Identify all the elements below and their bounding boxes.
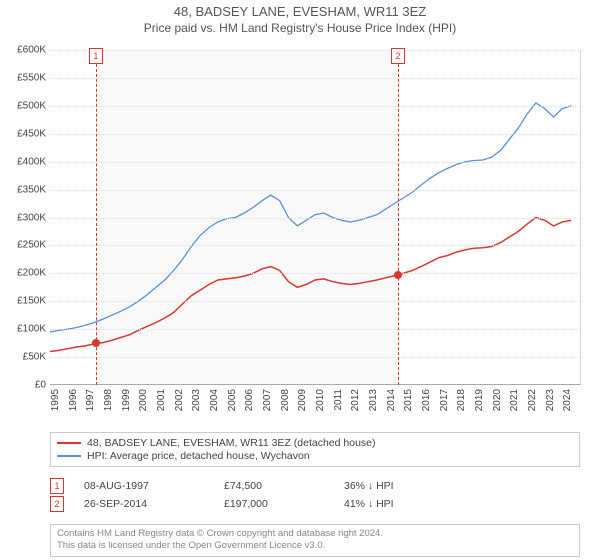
- x-tick-label: 2017: [439, 389, 450, 411]
- transaction-row: 2 26-SEP-2014 £197,000 41% ↓ HPI: [50, 496, 580, 512]
- x-tick-label: 2007: [262, 389, 273, 411]
- transaction-price: £197,000: [224, 498, 324, 510]
- x-tick-label: 2009: [297, 389, 308, 411]
- x-tick-label: 2005: [227, 389, 238, 411]
- x-tick-label: 1998: [103, 389, 114, 411]
- y-tick-label: £300K: [17, 212, 46, 223]
- chart-subtitle: Price paid vs. HM Land Registry's House …: [0, 21, 600, 35]
- copyright-note: Contains HM Land Registry data © Crown c…: [50, 524, 580, 557]
- transaction-price: £74,500: [224, 480, 324, 492]
- transaction-delta: 36% ↓ HPI: [344, 480, 394, 492]
- legend-item: 48, BADSEY LANE, EVESHAM, WR11 3EZ (deta…: [57, 437, 573, 449]
- marker-dot: [394, 271, 402, 279]
- x-tick-label: 2010: [315, 389, 326, 411]
- gridline: [50, 357, 580, 358]
- x-tick-label: 2019: [474, 389, 485, 411]
- transaction-delta: 41% ↓ HPI: [344, 498, 394, 510]
- transaction-marker: 2: [50, 496, 64, 512]
- legend-label: 48, BADSEY LANE, EVESHAM, WR11 3EZ (deta…: [87, 437, 376, 449]
- chart-title: 48, BADSEY LANE, EVESHAM, WR11 3EZ: [0, 4, 600, 19]
- y-tick-label: £0: [35, 380, 46, 391]
- gridline: [50, 162, 580, 163]
- plot-area: 12: [50, 50, 581, 385]
- legend-swatch: [57, 455, 81, 457]
- marker-dashed-line: [96, 64, 97, 385]
- x-tick-label: 1995: [50, 389, 61, 411]
- x-tick-label: 2013: [368, 389, 379, 411]
- x-tick-label: 2020: [492, 389, 503, 411]
- price-line: [50, 218, 571, 352]
- x-tick-label: 2002: [174, 389, 185, 411]
- y-tick-label: £250K: [17, 240, 46, 251]
- copyright-line: Contains HM Land Registry data © Crown c…: [57, 528, 573, 540]
- legend-label: HPI: Average price, detached house, Wych…: [87, 450, 310, 462]
- x-tick-label: 2003: [191, 389, 202, 411]
- x-tick-label: 2021: [509, 389, 520, 411]
- x-tick-label: 2000: [138, 389, 149, 411]
- gridline: [50, 134, 580, 135]
- x-tick-label: 1999: [121, 389, 132, 411]
- gridline: [50, 329, 580, 330]
- x-tick-label: 2022: [527, 389, 538, 411]
- y-tick-label: £200K: [17, 268, 46, 279]
- legend-swatch: [57, 442, 81, 444]
- x-tick-label: 2008: [280, 389, 291, 411]
- y-tick-label: £550K: [17, 72, 46, 83]
- x-tick-label: 2004: [209, 389, 220, 411]
- marker-dashed-line: [398, 64, 399, 385]
- x-tick-label: 2001: [156, 389, 167, 411]
- y-tick-label: £400K: [17, 156, 46, 167]
- y-tick-label: £100K: [17, 324, 46, 335]
- y-tick-label: £500K: [17, 100, 46, 111]
- marker-label-box: 1: [89, 48, 103, 64]
- y-tick-label: £450K: [17, 128, 46, 139]
- marker-label-box: 2: [391, 48, 405, 64]
- x-tick-label: 1996: [68, 389, 79, 411]
- transactions-table: 1 08-AUG-1997 £74,500 36% ↓ HPI 2 26-SEP-2014…: [50, 476, 580, 514]
- x-axis: 1995 1996 1997 1998 1999 2000 2001 2002 2003 2004…: [50, 385, 580, 435]
- x-tick-label: 2016: [421, 389, 432, 411]
- transaction-date: 26-SEP-2014: [84, 498, 204, 510]
- gridline: [50, 50, 580, 51]
- y-tick-label: £50K: [23, 352, 46, 363]
- x-tick-label: 2014: [386, 389, 397, 411]
- transaction-marker: 1: [50, 478, 64, 494]
- x-tick-label: 2015: [403, 389, 414, 411]
- gridline: [50, 273, 580, 274]
- x-tick-label: 2011: [333, 389, 344, 411]
- gridline: [50, 106, 580, 107]
- x-tick-label: 2024: [562, 389, 573, 411]
- y-tick-label: £350K: [17, 184, 46, 195]
- gridline: [50, 245, 580, 246]
- legend-item: HPI: Average price, detached house, Wych…: [57, 450, 573, 462]
- gridline: [50, 218, 580, 219]
- gridline: [50, 301, 580, 302]
- gridline: [50, 190, 580, 191]
- x-tick-label: 2012: [350, 389, 361, 411]
- transaction-date: 08-AUG-1997: [84, 480, 204, 492]
- x-tick-label: 2023: [545, 389, 556, 411]
- y-tick-label: £150K: [17, 296, 46, 307]
- x-tick-label: 2006: [244, 389, 255, 411]
- y-tick-label: £600K: [17, 45, 46, 56]
- gridline: [50, 78, 580, 79]
- x-tick-label: 2018: [456, 389, 467, 411]
- y-axis: £0£50K£100K£150K£200K£250K£300K£350K£400…: [0, 50, 50, 385]
- x-tick-label: 1997: [85, 389, 96, 411]
- copyright-line: This data is licensed under the Open Gov…: [57, 540, 573, 552]
- marker-dot: [92, 339, 100, 347]
- transaction-row: 1 08-AUG-1997 £74,500 36% ↓ HPI: [50, 478, 580, 494]
- legend: 48, BADSEY LANE, EVESHAM, WR11 3EZ (deta…: [50, 432, 580, 467]
